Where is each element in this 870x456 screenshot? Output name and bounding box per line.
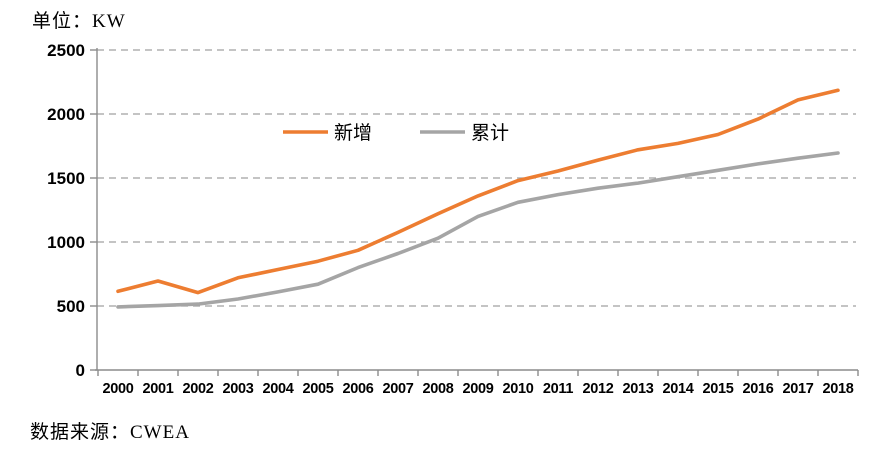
legend-label-累计: 累计 — [471, 122, 509, 144]
series-line-累计 — [116, 151, 840, 309]
y-tick-label: 2000 — [47, 105, 85, 124]
x-tick-label: 2012 — [582, 381, 613, 397]
x-tick-label: 2010 — [502, 381, 533, 397]
series-line-新增 — [116, 88, 840, 295]
x-tick-label: 2008 — [422, 381, 453, 397]
x-tick-label: 2000 — [102, 381, 133, 397]
data-source-label: 数据来源：CWEA — [30, 422, 190, 443]
x-tick-label: 2013 — [622, 381, 653, 397]
x-tick-label: 2014 — [662, 381, 693, 397]
x-tick-label: 2004 — [262, 381, 293, 397]
x-tick-label: 2011 — [543, 381, 573, 397]
unit-label: 单位：KW — [32, 11, 126, 32]
x-tick-label: 2017 — [782, 381, 813, 397]
x-tick-label: 2005 — [302, 381, 333, 397]
x-tick-label: 2007 — [382, 381, 413, 397]
legend-label-新增: 新增 — [334, 122, 372, 144]
y-tick-label: 1000 — [47, 233, 85, 252]
x-tick-label: 2015 — [702, 381, 733, 397]
x-tick-label: 2009 — [462, 381, 493, 397]
x-tick-label: 2002 — [182, 381, 213, 397]
x-tick-label: 2016 — [742, 381, 773, 397]
y-tick-label: 1500 — [47, 169, 85, 188]
y-tick-label: 0 — [76, 361, 85, 380]
y-tick-label: 500 — [57, 297, 85, 316]
x-tick-label: 2006 — [342, 381, 373, 397]
y-tick-label: 2500 — [47, 41, 85, 60]
x-tick-label: 2003 — [222, 381, 253, 397]
x-tick-label: 2018 — [822, 381, 853, 397]
x-tick-label: 2001 — [142, 381, 173, 397]
